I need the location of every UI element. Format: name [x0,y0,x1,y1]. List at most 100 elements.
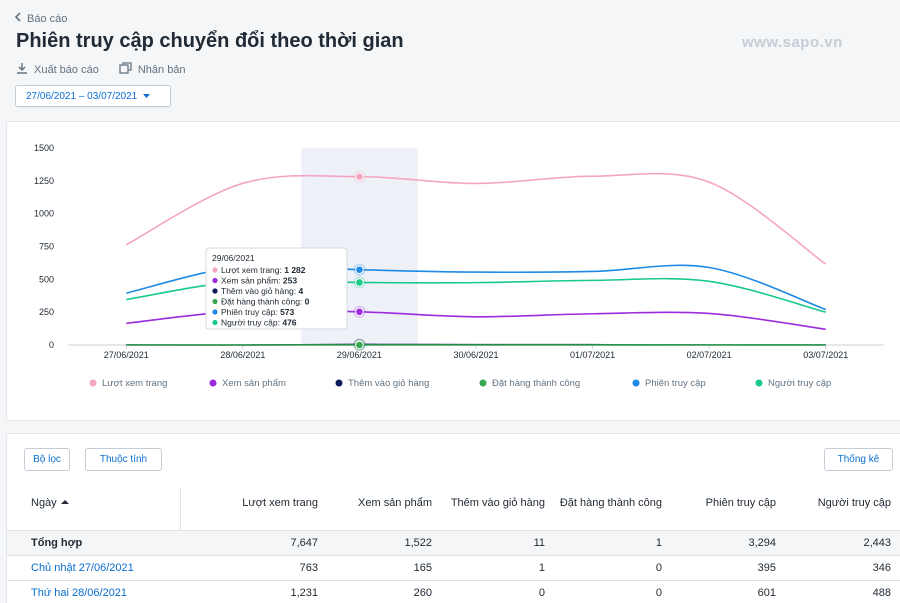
line-chart: 0 250 500 750 1000 1250 1500 27/06/2021 28/06/20… [34,143,884,389]
x-tick-label: 27/06/2021 [104,350,149,360]
date-range-picker[interactable]: 27/06/2021 – 03/07/2021 [15,85,171,107]
watermark: www.sapo.vn [742,34,843,51]
back-link-label: Báo cáo [27,12,68,25]
report-table: Ngày Lượt xem trang Xem sản phẩm Thêm và… [7,487,900,603]
column-header[interactable]: Người truy cập [817,497,891,509]
table-card: Bộ lọc Thuộc tính Thống kê Ngày Lượt xem… [6,433,900,603]
legend-label: Người truy cập [768,378,831,389]
legend-label: Phiên truy cập [645,378,706,389]
table-cell: 3,294 [672,529,786,555]
y-tick-label: 250 [39,307,54,317]
data-point [355,265,364,275]
legend-marker [335,379,343,387]
tooltip-marker [212,288,218,294]
duplicate-icon [119,62,132,77]
table-cell: 11 [442,529,555,555]
legend-marker [755,379,763,387]
table-row: Chủ nhật 27/06/2021 763 165 1 0 395 346 [7,554,900,580]
column-header[interactable]: Lượt xem trang [242,497,318,509]
date-link[interactable]: Thứ hai 28/06/2021 [7,579,180,603]
table-cell: 601 [672,579,786,603]
table-cell: 1 [555,529,672,555]
caret-down-icon [143,91,151,102]
date-link[interactable]: Chủ nhật 27/06/2021 [7,554,180,580]
table-cell: 165 [328,554,442,580]
page-title: Phiên truy cập chuyển đổi theo thời gian [16,30,404,52]
y-tick-label: 1250 [34,176,54,186]
attribute-button[interactable]: Thuộc tính [85,448,162,471]
tooltip-marker [212,309,218,315]
statistics-button[interactable]: Thống kê [824,448,893,471]
table-total-row: Tổng hợp 7,647 1,522 11 1 3,294 2,443 [7,529,900,555]
chart-card: 0 250 500 750 1000 1250 1500 27/06/2021 28/06/20… [6,121,900,421]
tooltip-value: 476 [282,318,296,328]
x-tick-label: 28/06/2021 [220,350,265,360]
tooltip-date: 29/06/2021 [212,253,255,263]
legend-marker [89,379,97,387]
x-tick-label: 30/06/2021 [453,350,498,360]
table-cell: 0 [555,554,672,580]
legend-marker [209,379,217,387]
column-header-date[interactable]: Ngày [7,487,181,530]
tooltip-marker [212,277,218,284]
y-tick-label: 750 [39,242,54,252]
tooltip-value: 573 [280,307,294,317]
x-tick-label: 02/07/2021 [687,350,732,360]
table-cell: 0 [555,579,672,603]
export-report-label: Xuất báo cáo [34,63,99,76]
table-cell: 395 [672,554,786,580]
filter-button[interactable]: Bộ lọc [24,448,70,471]
y-tick-label: 1000 [34,209,54,219]
x-tick-label: 01/07/2021 [570,350,615,360]
tooltip-box [205,247,348,330]
table-header-row: Ngày Lượt xem trang Xem sản phẩm Thêm và… [7,487,900,530]
data-point [355,307,364,317]
chevron-left-icon [14,12,21,25]
y-tick-label: 500 [39,274,54,284]
back-link[interactable]: Báo cáo [14,12,67,25]
legend-marker [479,379,487,387]
tooltip-marker [212,267,218,273]
table-cell: 7,647 [180,529,328,555]
table-cell: 260 [328,579,442,603]
y-tick-label: 1500 [34,143,54,153]
column-header[interactable]: Đặt hàng thành công [559,497,662,509]
sort-ascending-icon [60,500,69,504]
legend-marker [632,379,640,387]
download-icon [16,62,28,77]
table-cell: 0 [442,579,555,603]
column-header[interactable]: Phiên truy cập [705,497,776,509]
table-cell: Tổng hợp [7,529,180,555]
x-tick-label: 03/07/2021 [803,350,848,360]
tooltip-label: Phiên truy cập: 573 [221,307,295,317]
tooltip-value: 253 [283,276,297,286]
tooltip-value: 4 [299,286,304,296]
tooltip-label: Thêm vào giỏ hàng: 4 [221,286,304,296]
table-cell: 488 [786,579,900,603]
x-tick-label: 29/06/2021 [337,350,382,360]
data-point [355,278,364,287]
legend-label: Lượt xem trang [102,378,167,389]
legend-label: Thêm vào giỏ hàng [348,378,429,389]
date-range-value: 27/06/2021 – 03/07/2021 [26,90,138,102]
duplicate-label: Nhân bản [137,63,186,76]
table-cell: 1,231 [180,579,328,603]
export-report-button[interactable]: Xuất báo cáo [16,62,99,77]
legend-label: Xem sản phẩm [222,378,286,389]
legend-label: Đặt hàng thành công [492,378,580,389]
table-cell: 1 [442,554,555,580]
table-cell: 1,522 [328,529,442,555]
data-point [355,172,364,181]
tooltip-value: 1 282 [284,265,306,275]
column-header[interactable]: Xem sản phẩm [358,497,432,509]
duplicate-button[interactable]: Nhân bản [119,62,186,77]
table-row: Thứ hai 28/06/2021 1,231 260 0 0 601 488 [7,579,900,603]
tooltip-marker [212,319,218,326]
y-tick-label: 0 [49,340,54,350]
tooltip-label: Đặt hàng thành công: 0 [221,297,310,307]
column-header[interactable]: Thêm vào giỏ hàng [450,497,545,509]
table-cell: 763 [180,554,328,580]
tooltip-label: Người truy cập: 476 [221,318,297,328]
table-cell: 2,443 [786,529,900,555]
tooltip-value: 0 [305,297,310,307]
